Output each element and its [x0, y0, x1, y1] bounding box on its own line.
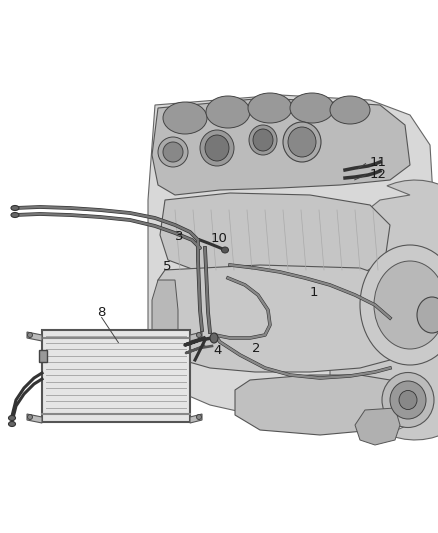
Text: 3: 3	[175, 230, 184, 244]
Bar	[39, 350, 47, 362]
Ellipse shape	[283, 122, 321, 162]
Text: 11: 11	[370, 156, 387, 168]
Ellipse shape	[206, 96, 250, 128]
Polygon shape	[160, 193, 390, 280]
Ellipse shape	[253, 129, 273, 151]
Ellipse shape	[382, 373, 434, 427]
Ellipse shape	[28, 333, 32, 337]
Ellipse shape	[290, 93, 334, 123]
Text: 1: 1	[310, 287, 318, 300]
Text: 8: 8	[97, 305, 106, 319]
Ellipse shape	[390, 381, 426, 419]
Ellipse shape	[197, 415, 201, 419]
Ellipse shape	[417, 297, 438, 333]
Polygon shape	[27, 332, 42, 341]
Ellipse shape	[205, 135, 229, 161]
Polygon shape	[27, 414, 42, 423]
Ellipse shape	[197, 333, 201, 337]
Polygon shape	[148, 95, 435, 420]
Polygon shape	[355, 408, 400, 445]
Text: 5: 5	[163, 261, 172, 273]
Polygon shape	[235, 375, 395, 435]
Ellipse shape	[330, 96, 370, 124]
Ellipse shape	[158, 137, 188, 167]
Ellipse shape	[249, 125, 277, 155]
Ellipse shape	[222, 247, 229, 253]
Polygon shape	[190, 332, 202, 341]
Ellipse shape	[8, 416, 15, 421]
Text: 2: 2	[252, 342, 261, 354]
Ellipse shape	[8, 422, 15, 426]
Polygon shape	[330, 180, 438, 440]
Text: 10: 10	[211, 231, 228, 245]
Text: 4: 4	[213, 343, 221, 357]
Polygon shape	[152, 280, 178, 365]
Ellipse shape	[248, 93, 292, 123]
Ellipse shape	[28, 415, 32, 419]
Text: 12: 12	[370, 167, 387, 181]
Polygon shape	[155, 265, 400, 372]
Ellipse shape	[288, 127, 316, 157]
Ellipse shape	[210, 333, 218, 343]
Ellipse shape	[11, 213, 19, 217]
Ellipse shape	[11, 206, 19, 211]
Ellipse shape	[163, 102, 207, 134]
Ellipse shape	[163, 142, 183, 162]
Ellipse shape	[374, 261, 438, 349]
Polygon shape	[190, 414, 202, 423]
Ellipse shape	[360, 245, 438, 365]
Ellipse shape	[200, 130, 234, 166]
Bar	[42, 330, 190, 422]
Ellipse shape	[399, 391, 417, 409]
Polygon shape	[152, 98, 410, 195]
